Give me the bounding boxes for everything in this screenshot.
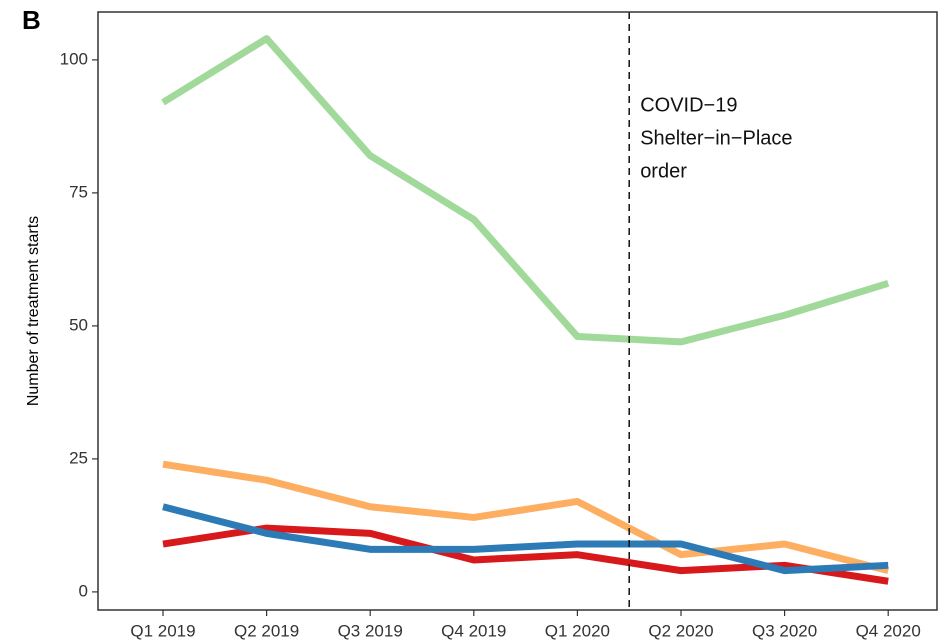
y-axis-label: Number of treatment starts (25, 216, 42, 406)
x-tick-label: Q4 2020 (856, 621, 921, 640)
series-line (161, 35, 890, 346)
plot-border (97, 11, 938, 611)
annotation-text: COVID−19 (640, 94, 737, 116)
y-tick-label: 0 (79, 581, 88, 600)
x-tick-label: Q3 2020 (752, 621, 817, 640)
annotation-text: Shelter−in−Place (640, 127, 792, 149)
y-tick-label: 25 (69, 448, 88, 467)
y-tick-label: 75 (69, 182, 88, 201)
series-line (162, 460, 890, 575)
x-tick-label: Q1 2019 (130, 621, 195, 640)
y-tick-label: 100 (60, 49, 88, 68)
series-line (162, 503, 889, 575)
x-tick-label: Q2 2020 (648, 621, 713, 640)
x-tick-label: Q1 2020 (545, 621, 610, 640)
x-tick-label: Q4 2019 (441, 621, 506, 640)
annotation-text: order (640, 160, 687, 182)
x-tick-label: Q2 2019 (234, 621, 299, 640)
y-tick-label: 50 (69, 315, 88, 334)
x-tick-label: Q3 2019 (338, 621, 403, 640)
panel-label: B (22, 5, 41, 35)
